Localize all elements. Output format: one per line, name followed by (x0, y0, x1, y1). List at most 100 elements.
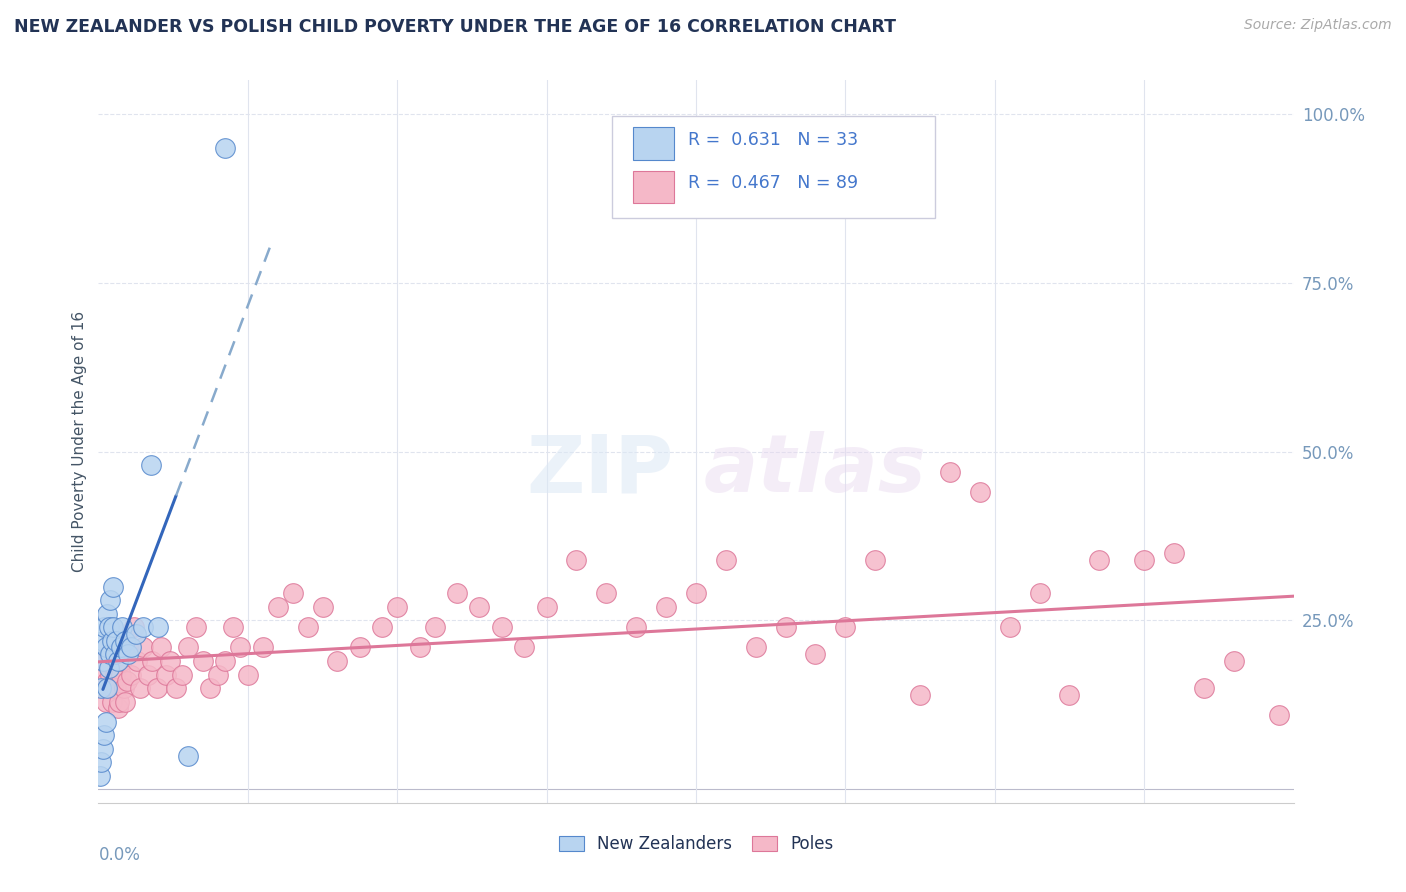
Point (90, 681, 112, 695)
Point (536, 599, 558, 614)
Point (865, 552, 887, 566)
Point (297, 620, 319, 634)
Point (107, 701, 129, 715)
Text: Source: ZipAtlas.com: Source: ZipAtlas.com (1244, 18, 1392, 32)
Point (89, 769, 111, 783)
Point (236, 667, 259, 681)
Point (136, 667, 159, 681)
Point (98, 667, 122, 681)
Point (595, 586, 617, 600)
Point (222, 620, 245, 634)
Point (91, 741, 114, 756)
Point (1402, 485, 1406, 500)
Point (96, 674, 118, 689)
Point (1028, 586, 1050, 600)
Point (969, 485, 991, 500)
Point (91, 667, 114, 681)
Point (165, 681, 187, 695)
Point (132, 640, 155, 655)
FancyBboxPatch shape (613, 117, 935, 218)
Point (93, 620, 115, 634)
Point (101, 694, 124, 708)
Point (129, 681, 152, 695)
Point (96, 681, 118, 695)
FancyBboxPatch shape (633, 128, 675, 160)
Point (115, 674, 138, 689)
Text: R =  0.467   N = 89: R = 0.467 N = 89 (688, 174, 858, 192)
Point (127, 654, 149, 668)
Point (148, 620, 170, 634)
Point (491, 620, 513, 634)
Point (908, 688, 931, 702)
Point (103, 681, 125, 695)
Point (423, 620, 446, 634)
Point (745, 640, 768, 655)
Point (103, 580, 125, 594)
Point (94, 694, 117, 708)
Point (1163, 546, 1185, 560)
Point (93, 728, 115, 742)
Point (172, 667, 194, 681)
Point (939, 465, 962, 479)
Point (104, 647, 127, 661)
Point (114, 633, 136, 648)
Point (626, 620, 648, 634)
Text: atlas: atlas (704, 432, 927, 509)
FancyBboxPatch shape (633, 170, 675, 203)
Point (1223, 654, 1246, 668)
Point (97, 647, 120, 661)
Text: ZIP: ZIP (527, 432, 673, 509)
Point (150, 640, 173, 655)
Point (125, 627, 148, 641)
Point (141, 654, 163, 668)
Point (184, 620, 207, 634)
Point (200, 681, 222, 695)
Point (214, 654, 236, 668)
Point (311, 599, 333, 614)
Point (108, 694, 131, 708)
Point (267, 599, 290, 614)
Point (513, 640, 536, 655)
Point (1312, 620, 1334, 634)
Point (1343, 586, 1365, 600)
Point (112, 681, 135, 695)
Point (94, 640, 117, 655)
Point (834, 620, 856, 634)
Y-axis label: Child Poverty Under the Age of 16: Child Poverty Under the Age of 16 (72, 311, 87, 572)
Point (1059, 688, 1081, 702)
Point (132, 620, 155, 634)
Point (120, 640, 142, 655)
Point (155, 667, 177, 681)
Point (214, 141, 236, 155)
Text: NEW ZEALANDER VS POLISH CHILD POVERTY UNDER THE AGE OF 16 CORRELATION CHART: NEW ZEALANDER VS POLISH CHILD POVERTY UN… (14, 18, 896, 36)
Text: R =  0.631   N = 33: R = 0.631 N = 33 (688, 131, 858, 149)
Point (107, 654, 129, 668)
Point (159, 654, 181, 668)
Point (104, 667, 127, 681)
Point (804, 647, 827, 661)
Point (207, 667, 229, 681)
Point (111, 620, 134, 634)
Legend: New Zealanders, Poles: New Zealanders, Poles (551, 828, 841, 860)
Point (97, 620, 120, 634)
Point (385, 599, 409, 614)
Point (114, 694, 136, 708)
Point (117, 647, 139, 661)
Point (371, 620, 394, 634)
Point (281, 586, 304, 600)
Point (191, 654, 214, 668)
Point (1192, 681, 1215, 695)
Point (111, 654, 134, 668)
Point (103, 620, 125, 634)
Point (1267, 708, 1289, 723)
Point (105, 633, 128, 648)
Point (98, 647, 122, 661)
Point (101, 633, 124, 648)
Point (91, 654, 114, 668)
Point (110, 640, 132, 655)
Point (655, 599, 678, 614)
Point (145, 681, 167, 695)
Point (446, 586, 468, 600)
Point (98, 593, 122, 607)
Point (177, 640, 200, 655)
